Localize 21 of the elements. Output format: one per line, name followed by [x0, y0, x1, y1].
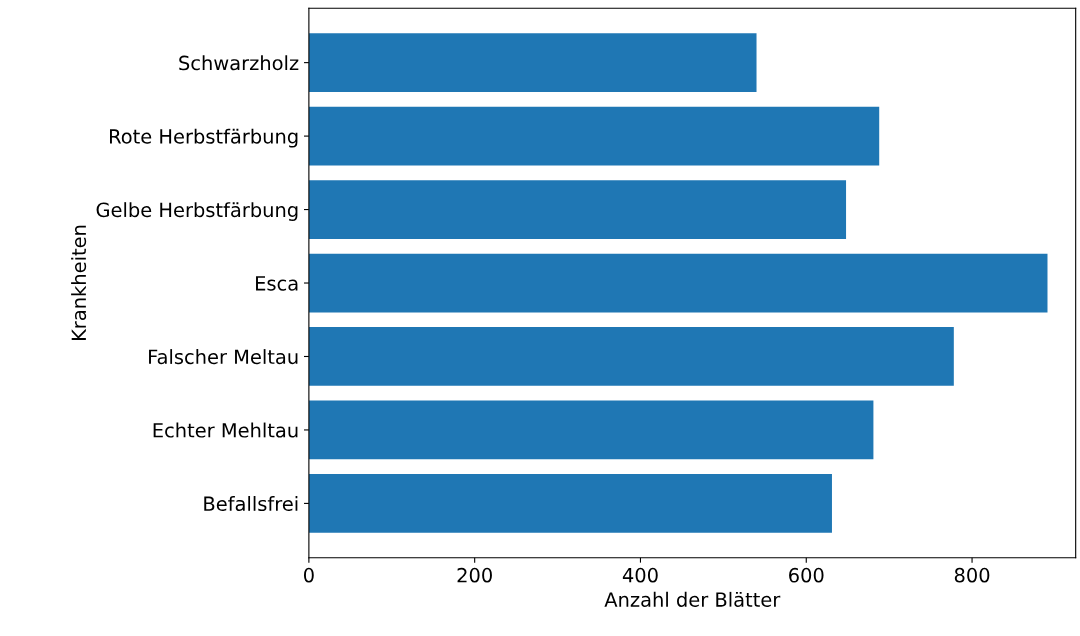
bar — [308, 400, 874, 460]
x-tick-label: 400 — [622, 567, 658, 583]
x-tick-label: 0 — [303, 567, 314, 583]
y-tick-label: Falscher Meltau — [149, 349, 298, 365]
y-tick-label: Gelbe Herbstfärbung — [96, 202, 298, 221]
x-tick-label: 600 — [789, 567, 824, 583]
bar — [308, 106, 880, 166]
y-tick-label: Befallsfrei — [204, 496, 298, 512]
bar — [308, 327, 954, 386]
x-axis-title: Anzahl der Blätter — [604, 591, 781, 607]
y-tick-label: Esca — [256, 276, 298, 291]
x-tick-label: 200 — [457, 567, 492, 583]
y-axis-title: Krankheiten — [71, 225, 87, 341]
y-tick-label: Schwarzholz — [179, 55, 299, 71]
y-tick-label: Rote Herbstfärbung — [110, 128, 298, 148]
bar — [308, 253, 1048, 313]
bar — [308, 474, 832, 533]
x-tick-label: 800 — [954, 567, 990, 583]
bar — [308, 33, 757, 93]
bar — [308, 180, 847, 239]
y-tick-label: Echter Mehltau — [153, 422, 298, 438]
